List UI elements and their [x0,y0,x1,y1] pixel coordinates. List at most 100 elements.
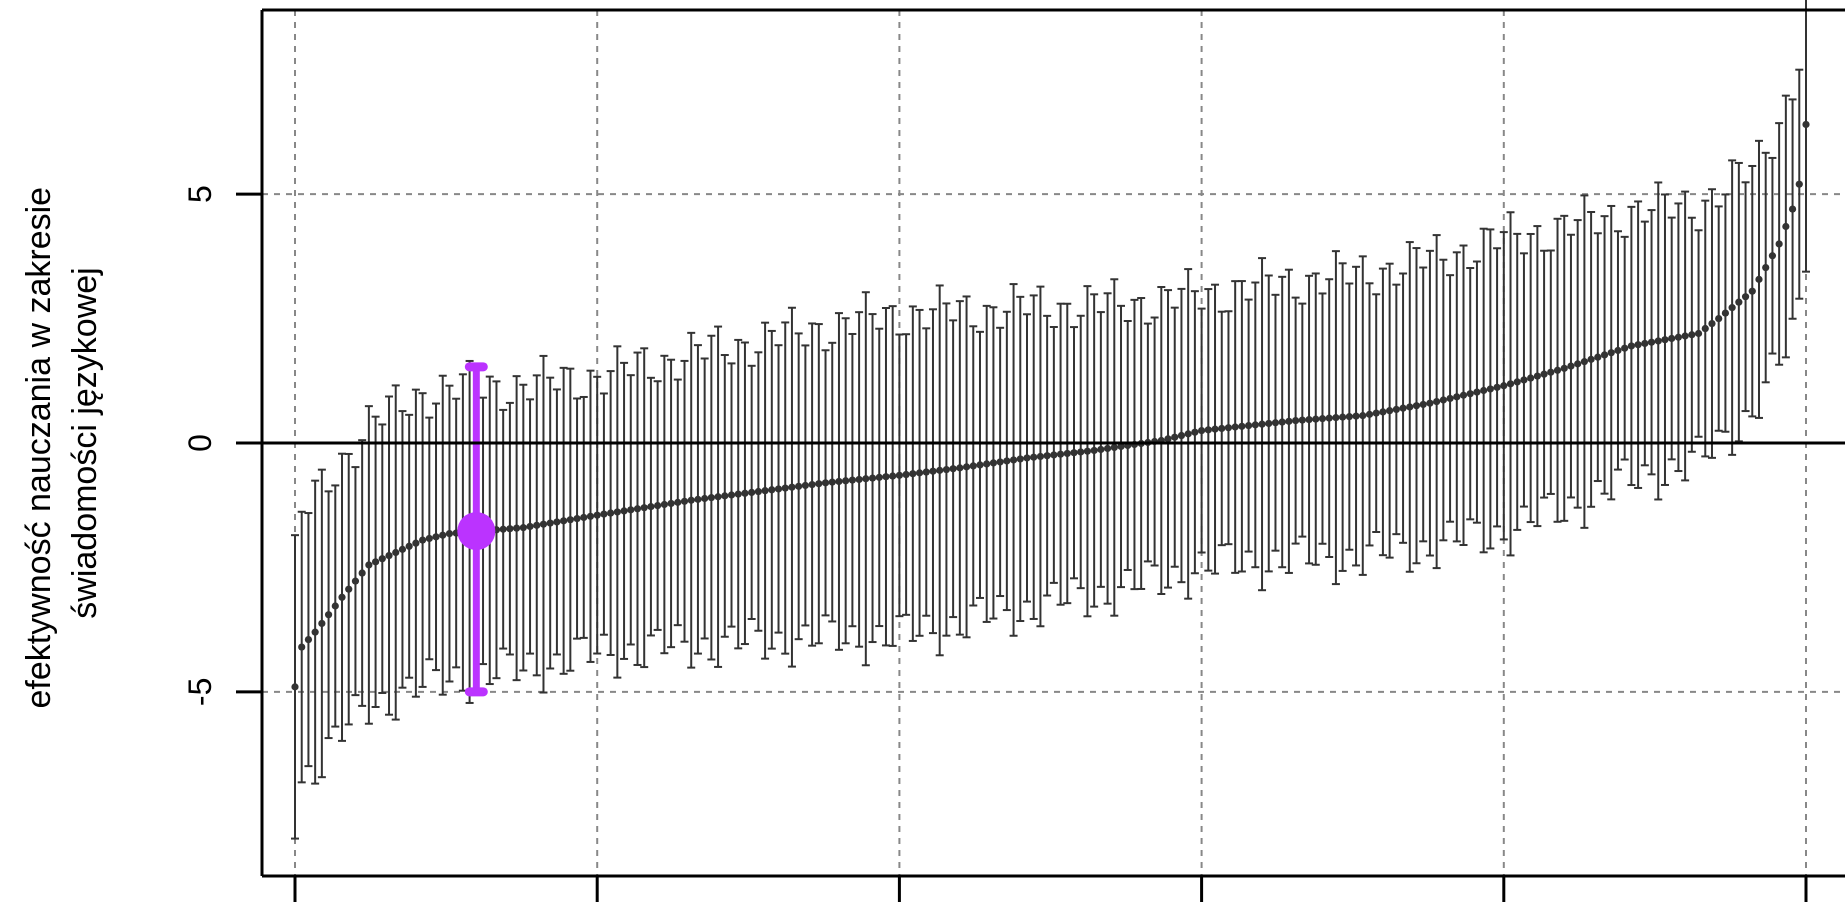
data-point [815,480,823,488]
data-point [721,492,729,500]
data-point [633,505,642,513]
data-point [365,561,373,569]
data-point [1009,456,1018,464]
data-point [835,477,843,486]
data-point [1553,366,1562,374]
data-point [1480,386,1488,395]
data-point [821,479,830,487]
data-point [962,463,971,471]
data-point [996,458,1004,466]
data-point [1265,419,1273,428]
data-point [298,643,306,651]
data-point [1621,344,1629,352]
data-point [774,485,783,493]
data-point [1204,426,1212,434]
data-point [1056,450,1065,458]
data-point [1486,385,1494,393]
data-point [989,459,998,467]
data-point [1701,324,1709,333]
data-point [1325,414,1333,422]
data-point [1661,336,1669,344]
data-point [808,480,816,489]
data-point [976,461,984,469]
data-point [909,470,917,478]
data-point [788,483,796,491]
data-point [1520,376,1528,384]
data-point [1083,447,1092,455]
data-point [902,470,910,479]
data-point [1493,383,1501,391]
data-point [1688,331,1696,339]
data-point [855,475,863,484]
data-point [1453,393,1461,401]
data-point [748,488,756,496]
data-point [1748,287,1756,295]
data-point [1016,455,1024,463]
data-point [1164,435,1172,443]
data-point [754,487,762,496]
data-point [1184,430,1192,438]
data-point [687,496,695,504]
data-point [768,486,776,494]
y-axis-title-line-2: świadomości językowej [66,267,104,618]
data-point [1426,399,1434,407]
data-point [929,467,937,475]
data-point [895,471,904,479]
data-point [1668,334,1676,343]
data-point [331,602,339,610]
data-point [539,520,548,528]
data-point [1339,413,1347,421]
y-axis-title-line-1: efektywność nauczania w zakresie [20,187,58,709]
data-point [1171,433,1179,441]
data-point [1224,424,1233,432]
data-point [680,497,689,505]
data-point [1043,452,1051,460]
data-point [560,517,568,525]
data-point [1647,338,1656,346]
y-axis-title: efektywność nauczania w zakresie świadom… [20,177,104,708]
point-estimates [291,120,1810,691]
data-point [660,500,668,509]
data-point [1721,309,1730,317]
data-point [1198,426,1206,435]
data-point [1768,252,1777,260]
data-point [620,507,628,515]
data-point [1003,457,1011,465]
data-point [358,569,366,577]
data-point [1802,120,1810,129]
data-point [1627,342,1635,350]
data-point [324,611,333,619]
data-point [707,494,715,502]
data-point [1271,419,1280,427]
data-point [586,512,595,520]
data-point [1500,382,1508,390]
y-tick-label: 0 [182,434,218,452]
data-point [654,501,662,510]
highlighted-estimate [457,362,496,697]
data-point [727,491,736,499]
data-point [1715,314,1723,323]
data-point [526,522,534,531]
data-point [1117,442,1125,451]
data-point [734,490,742,498]
data-point [1540,370,1548,378]
data-point [345,585,353,593]
data-point [1359,412,1367,420]
data-point [499,525,507,533]
data-point [1245,421,1253,430]
data-point [842,477,850,485]
data-point [580,513,588,522]
data-point [1775,240,1783,248]
data-point [1278,418,1286,426]
data-point [1641,339,1649,348]
data-point [714,493,722,501]
data-point [506,525,514,533]
data-point [573,514,581,523]
data-point [1211,425,1219,433]
data-point [1231,423,1239,431]
data-point [1305,416,1313,424]
data-point [1741,293,1750,301]
data-point [956,464,964,472]
data-point [1177,431,1186,440]
data-point [801,481,809,490]
